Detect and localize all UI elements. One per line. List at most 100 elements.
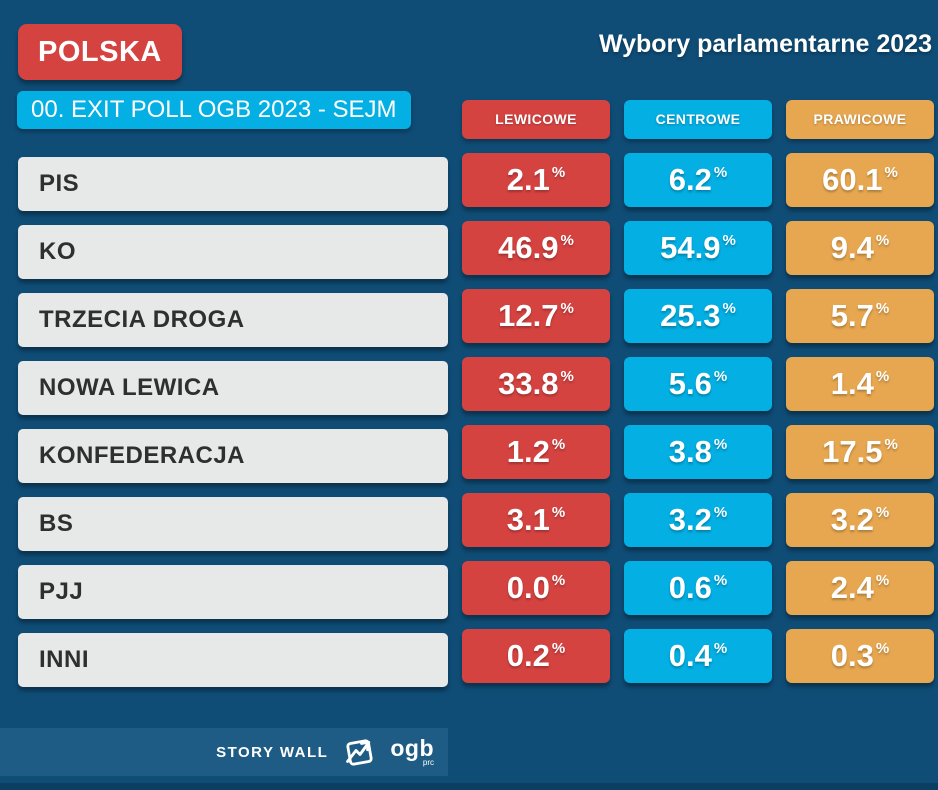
percent-sign: % bbox=[713, 367, 728, 385]
bottom-strip bbox=[0, 783, 938, 790]
percent-sign: % bbox=[560, 299, 574, 317]
value-text: 0.0 bbox=[506, 570, 550, 605]
percent-sign: % bbox=[551, 435, 566, 453]
value-cell-lewicowe: 0.2% bbox=[462, 629, 610, 683]
value-text: 33.8 bbox=[498, 366, 559, 401]
value-cell-centrowe: 0.4% bbox=[624, 629, 772, 683]
value-text: 2.4 bbox=[830, 570, 874, 605]
percent-sign: % bbox=[551, 163, 566, 181]
value-text: 54.9 bbox=[660, 230, 721, 265]
percent-sign: % bbox=[551, 503, 566, 521]
value-cell-lewicowe: 1.2% bbox=[462, 425, 610, 479]
value-cell-prawicowe: 5.7% bbox=[786, 289, 934, 343]
value-text: 0.3 bbox=[830, 638, 874, 673]
value-cell-prawicowe: 3.2% bbox=[786, 493, 934, 547]
percent-sign: % bbox=[884, 163, 898, 181]
percent-sign: % bbox=[875, 571, 890, 589]
percent-sign: % bbox=[713, 435, 728, 453]
value-text: 2.1 bbox=[506, 162, 550, 197]
party-label-box: KO bbox=[18, 225, 448, 279]
value-cell-prawicowe: 9.4% bbox=[786, 221, 934, 275]
percent-sign: % bbox=[560, 367, 574, 385]
value-cell-centrowe: 25.3% bbox=[624, 289, 772, 343]
value-text: 1.2 bbox=[506, 434, 550, 469]
party-label: PJJ bbox=[39, 578, 84, 605]
value-text: 1.4 bbox=[830, 366, 874, 401]
value-cell-lewicowe: 46.9% bbox=[462, 221, 610, 275]
value-text: 46.9 bbox=[498, 230, 559, 265]
party-label-box: TRZECIA DROGA bbox=[18, 293, 448, 347]
value-text: 3.2 bbox=[668, 502, 712, 537]
percent-sign: % bbox=[713, 639, 728, 657]
trending-arrow-in-frame-icon bbox=[346, 739, 373, 766]
storywall-label: STORY WALL bbox=[216, 743, 329, 761]
value-cell-centrowe: 54.9% bbox=[624, 221, 772, 275]
column-header-centrowe: CENTROWE bbox=[624, 100, 772, 139]
value-text: 9.4 bbox=[830, 230, 874, 265]
percent-sign: % bbox=[551, 639, 566, 657]
value-text: 12.7 bbox=[498, 298, 559, 333]
value-cell-centrowe: 0.6% bbox=[624, 561, 772, 615]
percent-sign: % bbox=[875, 231, 890, 249]
party-label: KONFEDERACJA bbox=[39, 442, 246, 469]
value-text: 3.8 bbox=[668, 434, 712, 469]
value-cell-prawicowe: 1.4% bbox=[786, 357, 934, 411]
party-label: NOWA LEWICA bbox=[39, 374, 220, 401]
value-cell-lewicowe: 33.8% bbox=[462, 357, 610, 411]
party-label: BS bbox=[39, 510, 74, 537]
value-cell-centrowe: 6.2% bbox=[624, 153, 772, 207]
column-header-prawicowe: PRAWICOWE bbox=[786, 100, 934, 139]
column-header-lewicowe: LEWICOWE bbox=[462, 100, 610, 139]
percent-sign: % bbox=[551, 571, 566, 589]
party-label: PIS bbox=[39, 170, 80, 197]
party-label: KO bbox=[39, 238, 76, 265]
value-cell-lewicowe: 12.7% bbox=[462, 289, 610, 343]
party-label-box: NOWA LEWICA bbox=[18, 361, 448, 415]
table-row: KONFEDERACJA 1.2% 3.8% 17.5% bbox=[0, 425, 938, 483]
percent-sign: % bbox=[875, 367, 890, 385]
value-text: 3.1 bbox=[506, 502, 550, 537]
table-row: INNI 0.2% 0.4% 0.3% bbox=[0, 629, 938, 687]
percent-sign: % bbox=[560, 231, 574, 249]
value-cell-prawicowe: 2.4% bbox=[786, 561, 934, 615]
value-text: 0.2 bbox=[506, 638, 550, 673]
party-label: INNI bbox=[39, 646, 89, 673]
party-label-box: BS bbox=[18, 497, 448, 551]
value-text: 3.2 bbox=[830, 502, 874, 537]
value-text: 25.3 bbox=[660, 298, 721, 333]
table-row: BS 3.1% 3.2% 3.2% bbox=[0, 493, 938, 551]
table-row: PJJ 0.0% 0.6% 2.4% bbox=[0, 561, 938, 619]
percent-sign: % bbox=[884, 435, 898, 453]
value-cell-lewicowe: 2.1% bbox=[462, 153, 610, 207]
subtitle-badge: 00. EXIT POLL OGB 2023 - SEJM bbox=[17, 91, 411, 129]
table-row: PIS 2.1% 6.2% 60.1% bbox=[0, 153, 938, 211]
page-title: Wybory parlamentarne 2023 bbox=[598, 30, 932, 58]
value-text: 5.6 bbox=[668, 366, 712, 401]
value-cell-prawicowe: 17.5% bbox=[786, 425, 934, 479]
value-cell-lewicowe: 3.1% bbox=[462, 493, 610, 547]
percent-sign: % bbox=[713, 163, 728, 181]
value-cell-prawicowe: 0.3% bbox=[786, 629, 934, 683]
party-label: TRZECIA DROGA bbox=[39, 306, 245, 333]
value-cell-centrowe: 3.8% bbox=[624, 425, 772, 479]
party-label-box: INNI bbox=[18, 633, 448, 687]
value-cell-lewicowe: 0.0% bbox=[462, 561, 610, 615]
value-text: 5.7 bbox=[830, 298, 874, 333]
ogb-logo: ogb prc bbox=[390, 737, 434, 767]
value-text: 17.5 bbox=[822, 434, 883, 469]
percent-sign: % bbox=[875, 503, 890, 521]
ogb-logo-text: ogb bbox=[390, 735, 434, 761]
value-text: 0.4 bbox=[668, 638, 712, 673]
value-text: 0.6 bbox=[668, 570, 712, 605]
table-row: NOWA LEWICA 33.8% 5.6% 1.4% bbox=[0, 357, 938, 415]
ogb-logo-sub: prc bbox=[422, 758, 434, 767]
percent-sign: % bbox=[722, 231, 736, 249]
party-label-box: PJJ bbox=[18, 565, 448, 619]
value-cell-centrowe: 3.2% bbox=[624, 493, 772, 547]
percent-sign: % bbox=[713, 503, 728, 521]
percent-sign: % bbox=[875, 639, 890, 657]
country-badge: POLSKA bbox=[18, 24, 182, 80]
percent-sign: % bbox=[713, 571, 728, 589]
value-cell-centrowe: 5.6% bbox=[624, 357, 772, 411]
